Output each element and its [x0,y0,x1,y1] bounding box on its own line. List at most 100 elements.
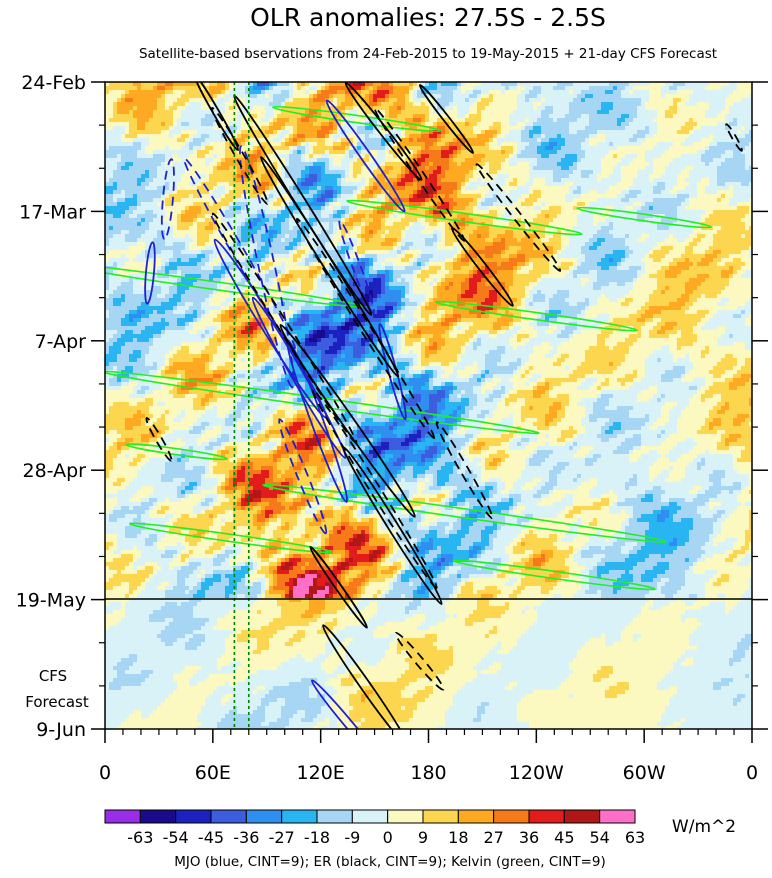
anomaly-cell [517,110,521,114]
anomaly-cell [513,98,517,102]
anomaly-cell [293,90,297,94]
anomaly-cell [293,98,297,102]
anomaly-cell [653,94,657,98]
anomaly-cell [333,94,337,98]
anomaly-cell [333,86,337,90]
anomaly-cell [269,98,273,102]
anomaly-cell [161,90,165,94]
anomaly-cell [669,106,673,110]
anomaly-cell [693,102,697,106]
anomaly-cell [697,98,701,102]
anomaly-cell [669,102,673,106]
anomaly-cell [473,90,477,94]
anomaly-cell [417,90,421,94]
anomaly-cell [321,106,325,110]
anomaly-cell [157,106,161,110]
anomaly-cell [733,94,737,98]
anomaly-cell [385,94,389,98]
anomaly-cell [269,110,273,114]
anomaly-cell [517,102,521,106]
anomaly-cell [321,102,325,106]
anomaly-cell [681,110,685,114]
anomaly-cell [581,106,585,110]
anomaly-cell [249,106,253,110]
anomaly-cell [201,106,205,110]
anomaly-cell [369,90,373,94]
anomaly-cell [685,102,689,106]
anomaly-cell [537,110,541,114]
anomaly-cell [173,102,177,106]
anomaly-cell [213,90,217,94]
anomaly-cell [717,86,721,90]
anomaly-cell [409,86,413,90]
anomaly-cell [565,106,569,110]
anomaly-cell [469,98,473,102]
anomaly-cell [645,94,649,98]
anomaly-cell [293,102,297,106]
anomaly-cell [417,102,421,106]
anomaly-cell [117,90,121,94]
anomaly-cell [625,110,629,114]
anomaly-cell [265,86,269,90]
anomaly-cell [609,106,613,110]
anomaly-cell [321,90,325,94]
anomaly-cell [261,90,265,94]
anomaly-cell [601,106,605,110]
anomaly-cell [325,90,329,94]
anomaly-cell [269,94,273,98]
anomaly-cell [593,110,597,114]
anomaly-cell [261,94,265,98]
anomaly-cell [617,98,621,102]
anomaly-cell [253,98,257,102]
anomaly-cell [633,110,637,114]
anomaly-cell [549,86,553,90]
anomaly-cell [525,106,529,110]
anomaly-cell [437,90,441,94]
anomaly-cell [593,86,597,90]
anomaly-cell [613,90,617,94]
anomaly-cell [649,102,653,106]
anomaly-cell [505,86,509,90]
anomaly-cell [549,106,553,110]
anomaly-cell [565,98,569,102]
anomaly-cell [569,102,573,106]
anomaly-cell [289,102,293,106]
anomaly-cell [305,90,309,94]
anomaly-cell [285,98,289,102]
anomaly-cell [677,90,681,94]
anomaly-cell [385,86,389,90]
anomaly-cell [133,86,137,90]
anomaly-cell [489,94,493,98]
anomaly-cell [521,94,525,98]
anomaly-cell [489,90,493,94]
anomaly-cell [721,90,725,94]
anomaly-cell [637,106,641,110]
anomaly-cell [625,102,629,106]
anomaly-cell [741,94,745,98]
anomaly-cell [601,102,605,106]
anomaly-cell [409,94,413,98]
anomaly-cell [545,86,549,90]
anomaly-cell [177,90,181,94]
anomaly-cell [701,98,705,102]
anomaly-cell [629,98,633,102]
anomaly-cell [265,98,269,102]
anomaly-cell [657,102,661,106]
anomaly-cell [641,86,645,90]
anomaly-cell [509,102,513,106]
anomaly-cell [629,102,633,106]
anomaly-cell [461,98,465,102]
anomaly-cell [729,86,733,90]
anomaly-cell [129,106,133,110]
anomaly-cell [645,110,649,114]
anomaly-cell [317,102,321,106]
anomaly-cell [597,86,601,90]
anomaly-cell [201,102,205,106]
anomaly-cell [129,90,133,94]
anomaly-cell [261,106,265,110]
anomaly-cell [597,98,601,102]
anomaly-cell [701,86,705,90]
anomaly-cell [137,98,141,102]
anomaly-field [105,82,753,730]
anomaly-cell [409,98,413,102]
